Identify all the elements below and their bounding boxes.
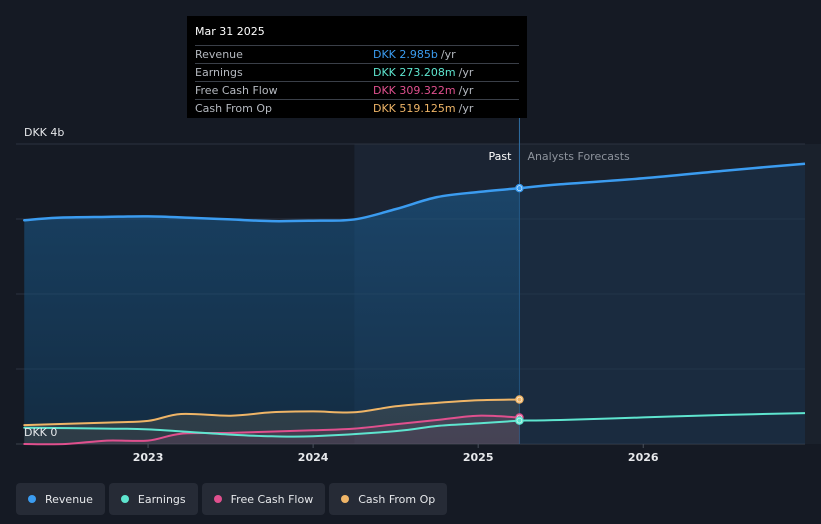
tooltip-row-revenue: Revenue DKK 2.985b /yr (195, 45, 519, 63)
tooltip-row-cash-from-op: Cash From Op DKK 519.125m /yr (195, 99, 519, 117)
earnings-forecast-line (519, 412, 806, 422)
legend-dot-icon (120, 495, 129, 503)
legend-dot-icon (213, 495, 222, 503)
tooltip-value: DKK 2.985b (373, 48, 438, 61)
earnings-line (23, 419, 521, 438)
tooltip-label: Free Cash Flow (195, 84, 278, 97)
tooltip-unit: /yr (458, 84, 474, 97)
tooltip-label: Earnings (195, 66, 243, 79)
tooltip-value: DKK 309.322m (373, 84, 456, 97)
legend-label: Free Cash Flow (230, 492, 314, 506)
tooltip-unit: /yr (458, 66, 474, 79)
tooltip-unit: /yr (440, 48, 456, 61)
tooltip-value: DKK 273.208m (373, 66, 456, 79)
legend-item-revenue[interactable]: Revenue (16, 483, 105, 515)
y-axis-bottom-label: DKK 0 (24, 426, 57, 439)
tooltip-unit: /yr (458, 102, 474, 115)
x-tick-label: 2024 (298, 451, 329, 464)
past-label: Past (489, 150, 513, 163)
earnings-marker-dot (517, 418, 522, 423)
revenue-marker-dot (517, 185, 522, 191)
legend-dot-icon (341, 495, 350, 503)
legend-label: Revenue (45, 492, 93, 506)
legend-item-cash-from-op[interactable]: Cash From Op (329, 483, 448, 515)
cash-from-op-line (23, 398, 521, 427)
free-cash-flow-area (24, 415, 520, 445)
tooltip-label: Cash From Op (195, 102, 273, 115)
tooltip-label: Revenue (195, 48, 243, 61)
legend-label: Earnings (137, 492, 186, 506)
free-cash-flow-line (23, 414, 521, 446)
y-axis-top-label: DKK 4b (24, 126, 64, 139)
x-tick-label: 2023 (133, 451, 164, 464)
tooltip-date: Mar 31 2025 (195, 25, 265, 38)
revenue-area (24, 188, 520, 444)
tooltip-value: DKK 519.125m (373, 102, 456, 115)
x-tick-label: 2025 (463, 451, 494, 464)
legend-item-earnings[interactable]: Earnings (108, 483, 198, 515)
revenue-forecast-line (519, 162, 806, 190)
legend-dot-icon (28, 495, 36, 503)
revenue-forecast-area (519, 163, 805, 444)
x-tick-label: 2026 (628, 451, 659, 464)
tooltip-row-earnings: Earnings DKK 273.208m /yr (195, 63, 519, 81)
tooltip-row-free-cash-flow: Free Cash Flow DKK 309.322m /yr (195, 81, 519, 99)
revenue-line (23, 186, 521, 223)
forecast-label: Analysts Forecasts (527, 150, 630, 163)
data-tooltip: Mar 31 2025 Revenue DKK 2.985b /yr Earni… (187, 16, 527, 118)
legend: Revenue Earnings Free Cash Flow Cash Fro… (16, 483, 448, 515)
cash-from-op-area (24, 399, 520, 444)
cash-from-op-marker-dot (517, 397, 522, 402)
legend-label: Cash From Op (358, 492, 436, 506)
legend-item-free-cash-flow[interactable]: Free Cash Flow (201, 483, 326, 515)
